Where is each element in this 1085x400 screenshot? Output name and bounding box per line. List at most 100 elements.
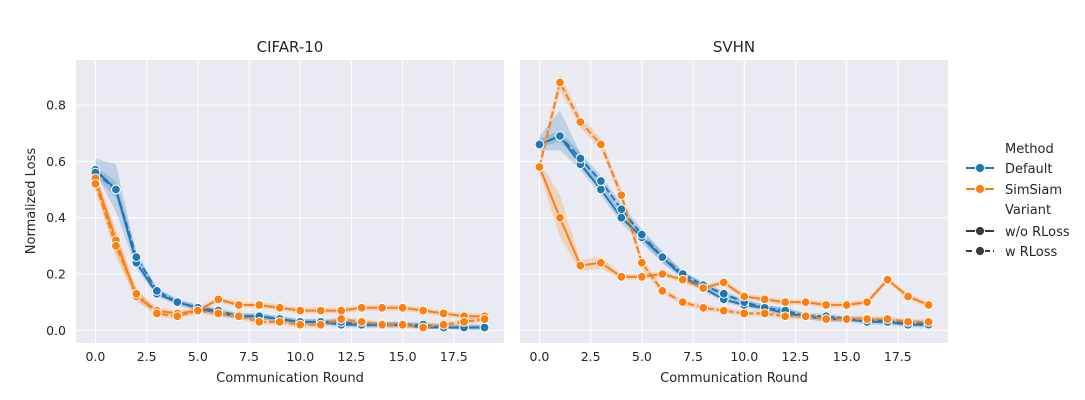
point-simsiam-w-rloss (418, 322, 429, 333)
x-tick-label: 15.0 (833, 349, 861, 364)
line-simsiam-w-rloss (538, 81, 929, 323)
point-simsiam-w-rloss (718, 305, 729, 316)
point-simsiam-w-rloss (438, 319, 449, 330)
x-tick-label: 2.5 (137, 349, 157, 364)
point-simsiam-w-rloss (616, 190, 627, 201)
point-simsiam-w-rloss (459, 316, 469, 327)
point-simsiam-w-o-rloss (800, 297, 811, 308)
point-simsiam-w-rloss (315, 319, 326, 330)
point-simsiam-w-o-rloss (397, 302, 408, 313)
point-simsiam-w-rloss (111, 240, 121, 251)
x-tick-label: 10.0 (286, 349, 314, 364)
point-simsiam-w-o-rloss (274, 302, 285, 313)
point-simsiam-w-rloss (151, 308, 162, 319)
legend-simsiam-label: SimSiam (1005, 183, 1062, 198)
point-simsiam-w-rloss (841, 314, 852, 324)
point-simsiam-w-o-rloss (677, 274, 688, 285)
y-tick-label: 0.8 (46, 98, 66, 113)
point-simsiam-w-o-rloss (780, 297, 791, 308)
point-simsiam-w-rloss (759, 308, 770, 319)
point-simsiam-w-rloss (923, 316, 934, 327)
point-default-w-rloss (595, 176, 606, 186)
plot-background (76, 60, 504, 343)
legend-default-label: Default (1005, 162, 1053, 177)
legend-default-marker (974, 162, 986, 174)
point-default-w-rloss (555, 131, 565, 141)
point-simsiam-w-rloss (534, 162, 545, 172)
y-axis-label: Normalized Loss (24, 148, 39, 255)
point-simsiam-w-o-rloss (356, 302, 367, 313)
point-simsiam-w-rloss (595, 139, 606, 150)
x-tick-label: 5.0 (632, 349, 652, 364)
point-default-w-rloss (111, 184, 121, 195)
point-simsiam-w-rloss (555, 77, 565, 88)
point-default-w-rloss (636, 229, 647, 240)
legend-variant-title: Variant (1005, 203, 1051, 218)
point-simsiam-w-o-rloss (862, 297, 873, 308)
point-default-w-rloss (131, 252, 142, 263)
panel-cifar10: 0.0 2.5 5.0 7.5 10.0 12.5 15.0 17.5 0.0 0.2 0.4 0.… (24, 38, 504, 386)
point-simsiam-w-o-rloss (315, 305, 326, 316)
point-simsiam-w-o-rloss (575, 260, 586, 271)
point-default-w-rloss (479, 322, 490, 333)
point-simsiam-w-rloss (336, 314, 347, 324)
y-tick-label: 0.2 (46, 267, 66, 282)
x-tick-label: 2.5 (581, 349, 601, 364)
point-simsiam-w-o-rloss (698, 283, 709, 293)
point-simsiam-w-o-rloss (233, 300, 244, 310)
point-simsiam-w-o-rloss (718, 277, 729, 288)
point-simsiam-w-rloss (377, 319, 388, 330)
point-simsiam-w-o-rloss (213, 294, 224, 305)
point-simsiam-w-rloss (254, 316, 265, 327)
point-simsiam-w-rloss (677, 297, 688, 308)
point-simsiam-w-o-rloss (418, 305, 429, 316)
point-simsiam-w-rloss (739, 308, 750, 319)
legend-w-rloss-label: w RLoss (1005, 245, 1058, 260)
x-tick-label: 12.5 (338, 349, 366, 364)
y-tick-label: 0.4 (46, 210, 66, 225)
point-simsiam-w-o-rloss (739, 291, 750, 302)
x-tick-label: 17.5 (884, 349, 912, 364)
point-simsiam-w-o-rloss (595, 257, 606, 268)
legend-w-rloss-marker (974, 245, 986, 257)
legend: Method Default SimSiam Variant w/o RLoss… (966, 142, 1070, 260)
point-simsiam-w-rloss (698, 302, 709, 313)
point-default-w-rloss (657, 252, 668, 263)
point-simsiam-w-o-rloss (336, 305, 347, 316)
point-simsiam-w-rloss (295, 319, 306, 330)
legend-wo-rloss-label: w/o RLoss (1005, 225, 1070, 240)
point-simsiam-w-rloss (636, 257, 647, 268)
point-simsiam-w-rloss (882, 314, 893, 324)
x-tick-label: 12.5 (782, 349, 810, 364)
point-simsiam-w-o-rloss (841, 300, 852, 310)
point-simsiam-w-rloss (903, 316, 913, 327)
point-simsiam-w-rloss (575, 117, 586, 127)
point-default-w-rloss (534, 139, 545, 150)
point-simsiam-w-o-rloss (821, 300, 832, 310)
point-default-w-rloss (172, 297, 183, 308)
point-simsiam-w-o-rloss (657, 269, 668, 279)
panel-title: SVHN (713, 38, 755, 56)
point-simsiam-w-o-rloss (254, 300, 265, 310)
x-axis-label: Communication Round (216, 371, 364, 386)
point-simsiam-w-rloss (780, 311, 791, 322)
x-tick-label: 0.0 (86, 349, 106, 364)
point-simsiam-w-o-rloss (616, 271, 627, 282)
point-simsiam-w-rloss (192, 305, 203, 316)
x-tick-label: 10.0 (730, 349, 758, 364)
point-simsiam-w-rloss (233, 311, 244, 322)
x-tick-label: 15.0 (389, 349, 417, 364)
point-default-w-rloss (616, 204, 627, 215)
point-simsiam-w-rloss (657, 286, 668, 296)
legend-wo-rloss-marker (974, 225, 986, 237)
point-simsiam-w-rloss (397, 319, 408, 330)
legend-simsiam-marker (974, 183, 986, 195)
y-tick-label: 0.6 (46, 154, 66, 169)
plot-background (520, 60, 948, 343)
legend-method-title: Method (1005, 142, 1054, 157)
point-simsiam-w-rloss (90, 179, 101, 189)
point-simsiam-w-o-rloss (882, 274, 893, 285)
point-simsiam-w-o-rloss (759, 294, 770, 305)
point-simsiam-w-o-rloss (923, 300, 934, 310)
